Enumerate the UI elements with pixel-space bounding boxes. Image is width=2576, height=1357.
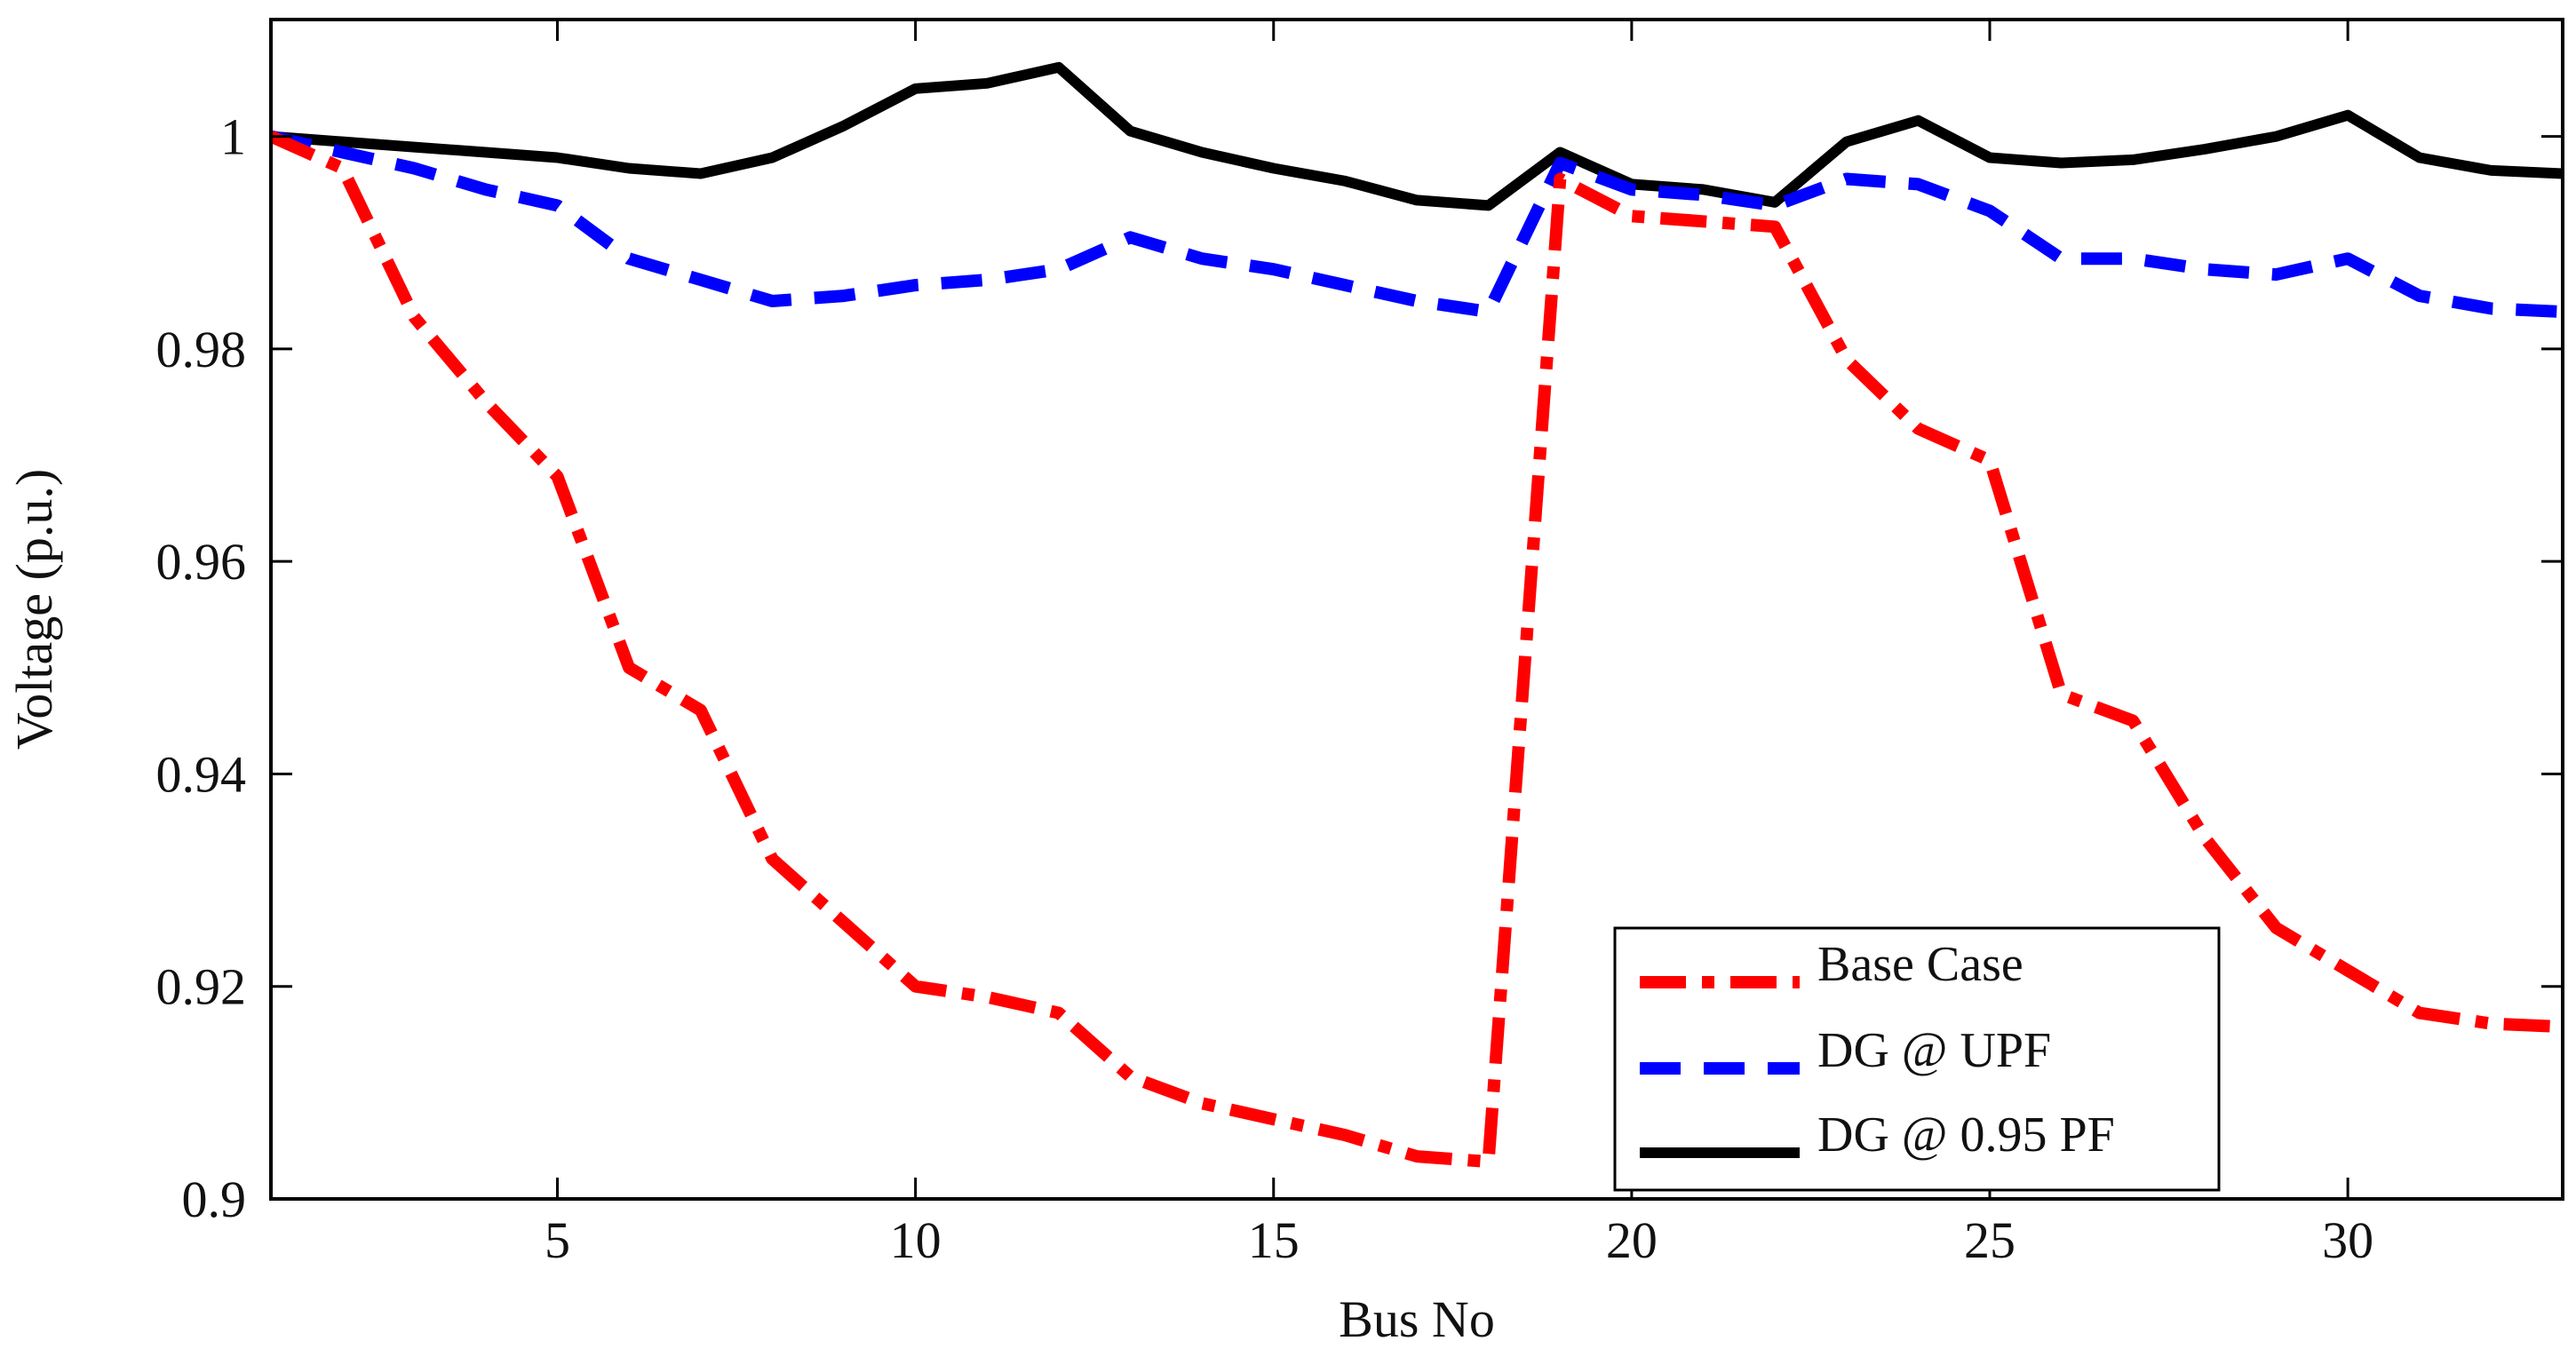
x-tick-label: 5 — [545, 1211, 570, 1269]
x-tick-label: 25 — [1964, 1211, 2015, 1269]
series-line-2 — [271, 61, 2563, 211]
y-tick-label: 0.96 — [156, 533, 247, 591]
legend-label-dg-095pf: DG @ 0.95 PF — [1817, 1107, 2115, 1163]
y-tick-label: 0.92 — [156, 958, 247, 1016]
series-layer — [271, 61, 2563, 1169]
series-line-0 — [271, 131, 2563, 1169]
y-axis-label: Voltage (p.u.) — [5, 469, 63, 750]
legend: Base Case DG @ UPF DG @ 0.95 PF — [1613, 926, 2221, 1192]
y-tick-label: 1 — [220, 108, 246, 166]
x-tick-label: 30 — [2322, 1211, 2373, 1269]
x-tick-label: 20 — [1606, 1211, 1658, 1269]
series-line-1 — [271, 130, 2563, 318]
x-tick-label: 15 — [1248, 1211, 1300, 1269]
x-axis: 5 10 15 20 25 30 — [545, 20, 2373, 1269]
plot-frame — [269, 18, 2564, 1201]
x-axis-label: Bus No — [1339, 1290, 1495, 1348]
legend-label-dg-upf: DG @ UPF — [1817, 1023, 2051, 1078]
y-axis: 0.9 0.92 0.94 0.96 0.98 1 — [156, 108, 2563, 1228]
y-tick-label: 0.94 — [156, 745, 247, 803]
legend-box — [1613, 926, 2221, 1192]
legend-label-base-case: Base Case — [1817, 937, 2023, 992]
y-tick-label: 0.98 — [156, 321, 247, 378]
y-tick-label: 0.9 — [182, 1171, 247, 1228]
x-tick-label: 10 — [890, 1211, 942, 1269]
